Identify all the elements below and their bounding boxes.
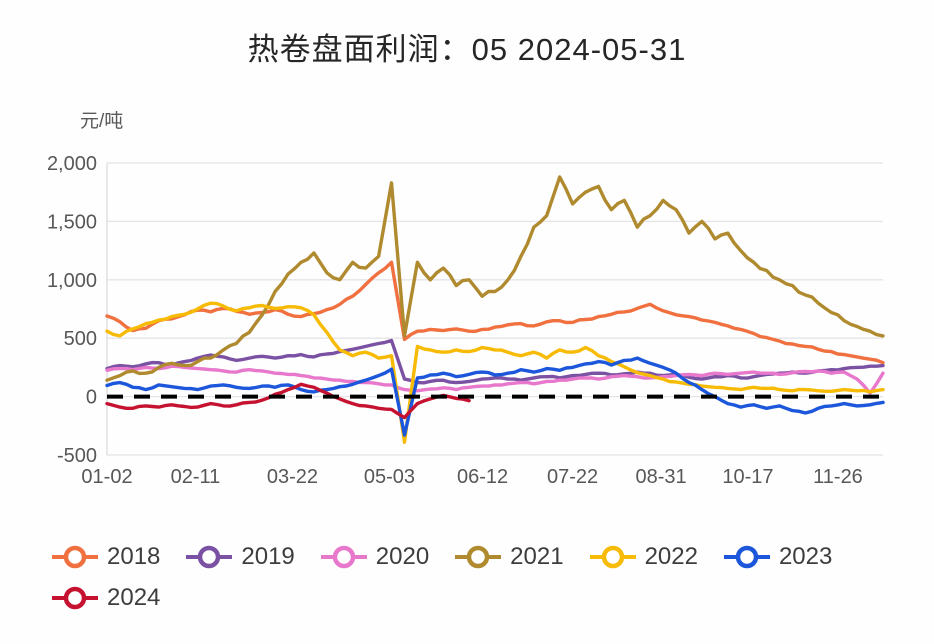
series-line-2018 (105, 260, 885, 365)
legend-marker-icon (589, 545, 636, 569)
y-axis-unit-label: 元/吨 (80, 111, 124, 132)
x-tick-label: 01-02 (81, 466, 132, 488)
y-tick-label: 1,000 (47, 270, 97, 292)
series-line-2024 (105, 382, 471, 420)
legend-label: 2021 (510, 543, 564, 570)
series-line-2023 (105, 356, 885, 437)
legend-item-2024[interactable]: 2024 (52, 584, 160, 612)
legend-marker-icon (320, 545, 367, 569)
y-tick-label: -500 (57, 445, 97, 467)
y-tick-label: 0 (86, 387, 97, 409)
legend-label: 2020 (375, 543, 430, 570)
x-tick-label: 05-03 (364, 466, 415, 488)
legend-item-2023[interactable]: 2023 (723, 543, 833, 571)
x-tick-label: 08-31 (635, 466, 686, 488)
x-tick-label: 11-26 (813, 466, 863, 488)
legend-marker-icon (52, 586, 98, 610)
legend-marker-icon (52, 545, 98, 569)
legend-marker-icon (455, 545, 502, 569)
legend-label: 2018 (107, 543, 161, 570)
y-tick-label: 2,000 (47, 153, 97, 175)
legend-label: 2019 (241, 543, 295, 570)
legend-item-2018[interactable]: 2018 (52, 543, 160, 571)
y-tick-label: 1,500 (47, 211, 97, 233)
x-tick-label: 06-12 (457, 466, 508, 488)
legend-item-2020[interactable]: 2020 (320, 543, 430, 571)
x-tick-label: 02-11 (171, 466, 221, 488)
legend-item-2022[interactable]: 2022 (589, 543, 698, 571)
legend-label: 2024 (107, 584, 161, 611)
legend-marker-icon (723, 545, 770, 569)
legend-marker-icon (186, 545, 233, 569)
y-tick-label: 500 (64, 328, 97, 350)
series-line-2021 (105, 175, 885, 382)
x-tick-label: 10-17 (722, 466, 773, 488)
legend-item-2021[interactable]: 2021 (455, 543, 564, 571)
x-tick-label: 03-22 (267, 466, 318, 488)
series-line-2022 (105, 301, 885, 444)
legend-item-2019[interactable]: 2019 (186, 543, 295, 571)
series-line-2020 (105, 364, 885, 395)
legend-label: 2022 (644, 543, 698, 570)
chart-legend: 2018 2019 2020 2021 2022 2023 2024 (52, 543, 888, 612)
legend-label: 2023 (778, 543, 833, 570)
x-tick-label: 07-22 (547, 466, 598, 488)
series-line-2019 (105, 338, 885, 385)
page-title: 热卷盘面利润：05 2024-05-31 (247, 32, 687, 67)
